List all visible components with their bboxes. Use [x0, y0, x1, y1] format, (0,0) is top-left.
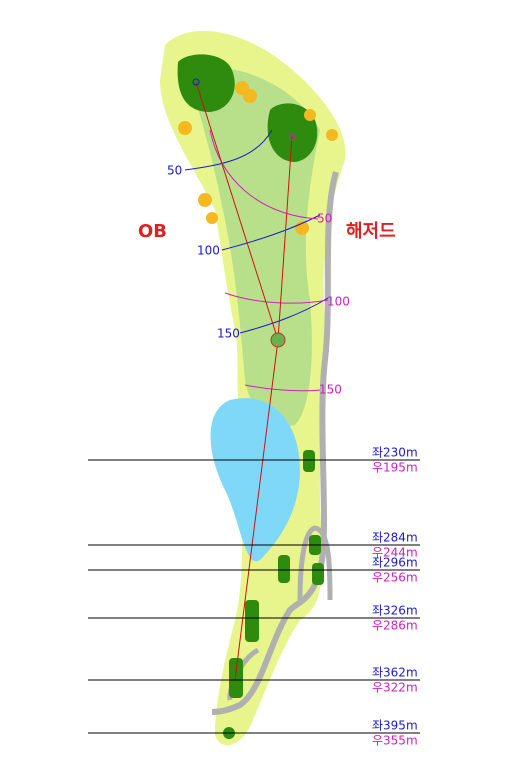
- pin-left: [192, 78, 200, 86]
- marker-right: 우286m: [372, 619, 418, 633]
- trees: [177, 54, 324, 739]
- marker-left: 좌362m: [372, 666, 418, 680]
- aim-lines: [195, 81, 293, 681]
- marker-right: 우322m: [372, 681, 418, 695]
- arc-label: 50: [317, 212, 332, 226]
- landing: [270, 332, 286, 348]
- marker-left: 좌326m: [372, 604, 418, 618]
- pin-right: [288, 133, 296, 141]
- ob-label: OB: [138, 221, 167, 242]
- arc-label: 150: [217, 327, 240, 341]
- marker-left: 좌296m: [372, 556, 418, 570]
- marker-right: 우355m: [372, 734, 418, 748]
- cart-path: [211, 171, 339, 715]
- arc-label: 50: [167, 164, 182, 178]
- marker-left: 좌230m: [372, 446, 418, 460]
- marker-left: 좌284m: [372, 531, 418, 545]
- marker-right: 우256m: [372, 571, 418, 585]
- lake: [210, 398, 300, 562]
- arc-label: 100: [327, 295, 350, 309]
- marker-right: 우195m: [372, 461, 418, 475]
- hazard-label: 해저드: [346, 221, 396, 242]
- arc-label: 150: [319, 383, 342, 397]
- marker-right: 우244m: [372, 546, 418, 560]
- arcs: [184, 129, 329, 392]
- bunkers: [178, 81, 338, 235]
- arc-label: 100: [197, 244, 220, 258]
- marker-left: 좌395m: [372, 719, 418, 733]
